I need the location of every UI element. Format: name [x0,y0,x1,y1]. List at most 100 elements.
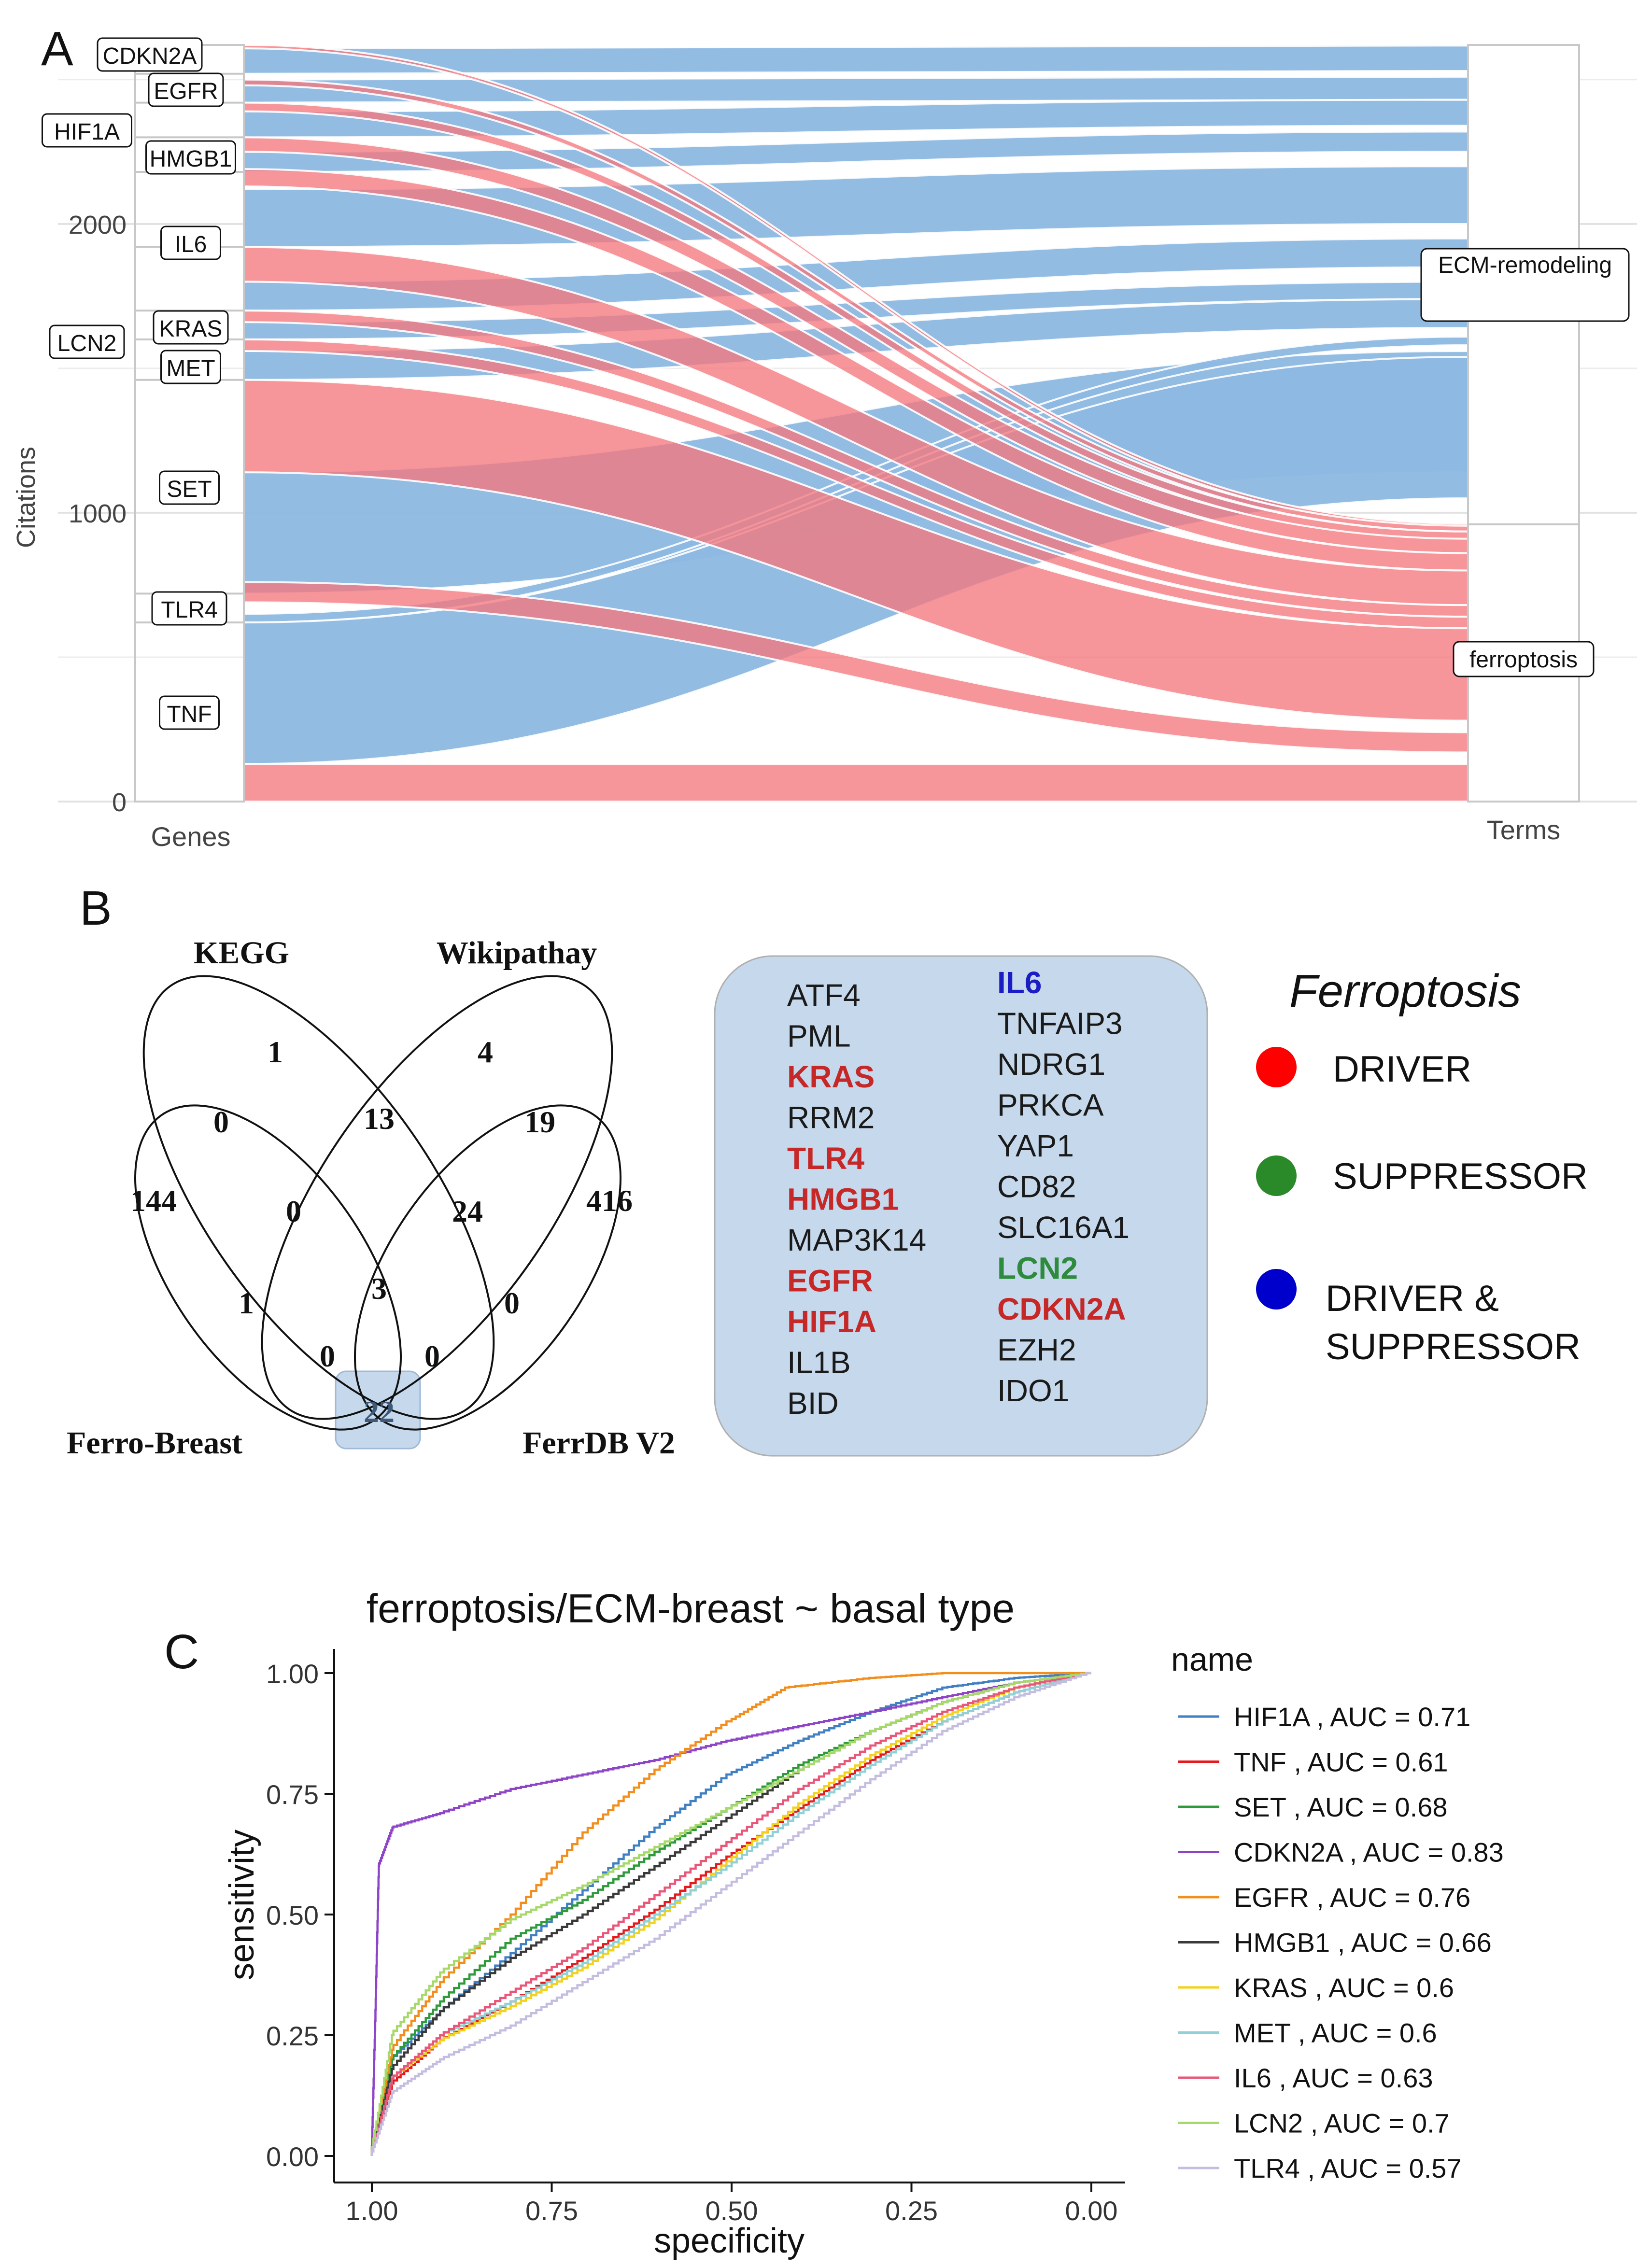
legend-entry: TNF , AUC = 0.61 [1234,1747,1448,1777]
c-x-tick-label: 0.50 [706,2196,758,2226]
venn-count: 19 [524,1105,555,1139]
gene-list-box [714,955,1208,1457]
a-gene-label-box [97,37,203,72]
venn-count: 1 [268,1035,283,1069]
venn-count: 1 [239,1286,254,1320]
a-term-label: ECM-remodeling [1438,253,1612,278]
gene-list-item: YAP1 [997,1128,1074,1163]
c-y-tick-label: 0.75 [266,1779,319,1810]
legend-label-driver-and: DRIVER & [1326,1278,1499,1319]
gene-list-item: NDRG1 [997,1047,1105,1082]
a-y-tick-label: 0 [112,788,127,817]
panel-b-venn: B KEGG Wikipathay Ferro-Breast FerrDB V2… [67,881,1588,1461]
roc-line-egfr [370,1672,1091,2156]
gene-list-item: TNFAIP3 [997,1006,1123,1041]
gene-list-item: ATF4 [787,978,861,1013]
a-gene-label: IL6 [175,232,207,257]
gene-list-item: RRM2 [787,1100,875,1135]
gene-list-item: HMGB1 [787,1182,899,1217]
c-legend: HIF1A , AUC = 0.71 TNF , AUC = 0.61 SET , … [1178,1702,1504,2183]
a-gene-label-box [159,470,220,505]
venn-ellipse-kegg [142,975,495,1420]
venn-count: 0 [213,1105,229,1139]
legend-entry: LCN2 , AUC = 0.7 [1234,2108,1450,2139]
c-y-tick-label: 0.00 [266,2141,319,2172]
venn-count: 416 [586,1183,633,1218]
venn-ellipse-ferrdb [354,1104,621,1431]
roc-line-tnf [370,1672,1091,2156]
legend-entry: HIF1A , AUC = 0.71 [1234,1702,1470,1732]
gene-list-item: TLR4 [787,1141,864,1176]
gene-list-item: LCN2 [997,1251,1078,1286]
a-y-tick-label: 1000 [69,499,127,528]
panel-label-b: B [80,881,112,935]
venn-count: 0 [320,1339,335,1373]
a-flow-cdkn2a-ecm [243,44,1469,75]
gene-list-item: PML [787,1019,851,1054]
a-gene-label-box [49,324,125,359]
panel-c-roc: C ferroptosis/ECM-breast ~ basal type 0.… [164,1586,1504,2260]
a-gene-label-box [159,695,220,730]
venn-set-label-kegg: KEGG [194,935,289,971]
gene-list: ATF4 PML KRAS RRM2 TLR4 HMGB1 MAP3K14 EGFR HIF1A… [787,965,1130,1421]
gene-list-item: IL6 [997,965,1042,1000]
legend-label-suppressor: SUPPRESSOR [1333,1156,1588,1197]
roc-line-kras [370,1672,1091,2156]
venn-count: 24 [452,1194,483,1228]
a-x-label-genes: Genes [151,821,231,852]
a-gene-label: HIF1A [54,119,120,145]
a-flow-tnf-ferroptosis [243,763,1469,803]
a-y-axis-label: Citations [12,447,41,548]
a-gene-label: EGFR [154,79,218,104]
venn-ellipse-wikipathay [261,975,613,1420]
panel-label-c: C [164,1625,199,1679]
venn-count-highlight: 22 [364,1394,395,1429]
venn-highlight-22 [335,1370,421,1450]
legend-dot-driver-suppressor [1256,1269,1297,1310]
a-gene-label-box [160,225,221,260]
c-x-tick-label: 1.00 [346,2196,398,2226]
gene-list-item: KRAS [787,1059,875,1094]
legend-entry: EGFR , AUC = 0.76 [1234,1882,1470,1913]
a-flows [243,43,1469,803]
roc-line-tlr4 [370,1672,1091,2156]
c-y-tick-label: 1.00 [266,1659,319,1689]
gene-list-item: EGFR [787,1264,873,1298]
venn-set-label-ferro-breast: Ferro-Breast [67,1425,242,1461]
c-x-tick-label: 0.25 [885,2196,938,2226]
legend-dot-driver [1256,1047,1297,1087]
legend-dot-suppressor [1256,1155,1297,1196]
gene-list-item: IDO1 [997,1373,1069,1408]
gene-list-item: HIF1A [787,1304,876,1339]
a-term-label-box [1420,248,1630,322]
venn-set-label-wikipathay: Wikipathay [437,935,597,971]
a-gene-label-box [153,310,229,345]
a-gene-label: HMGB1 [150,146,232,172]
gene-list-item: PRKCA [997,1088,1104,1123]
venn-ellipse-ferro-breast [134,1104,402,1431]
a-gene-label: TLR4 [161,597,217,623]
roc-line-set [370,1672,1091,2156]
a-term-label-box [1453,641,1595,677]
roc-line-hif1a [370,1672,1091,2156]
c-x-axis-label: specificity [654,2222,805,2260]
a-gene-label: LCN2 [57,331,117,356]
a-x-label-terms: Terms [1487,815,1560,845]
roc-line-hmgb1 [370,1672,1091,2156]
gene-list-item: CDKN2A [997,1292,1126,1326]
gene-list-item: SLC16A1 [997,1210,1130,1245]
venn-count: 144 [130,1183,177,1218]
roc-line-cdkn2a [370,1672,1091,2156]
panel-a-alluvial: A 0 1000 2000 CDKN2A EGFR HIF1A HMGB1 IL6 KRAS L… [12,22,1637,852]
venn-count: 3 [371,1271,387,1306]
c-y-tick-label: 0.50 [266,1900,319,1930]
panel-label-a: A [41,22,73,76]
venn-count: 13 [364,1101,395,1136]
venn-count: 0 [286,1194,301,1228]
a-gene-label: SET [167,477,212,502]
a-gene-label: TNF [167,702,212,727]
a-gene-label-box [145,140,236,175]
gene-list-item: CD82 [997,1169,1076,1204]
roc-line-met [370,1672,1091,2156]
